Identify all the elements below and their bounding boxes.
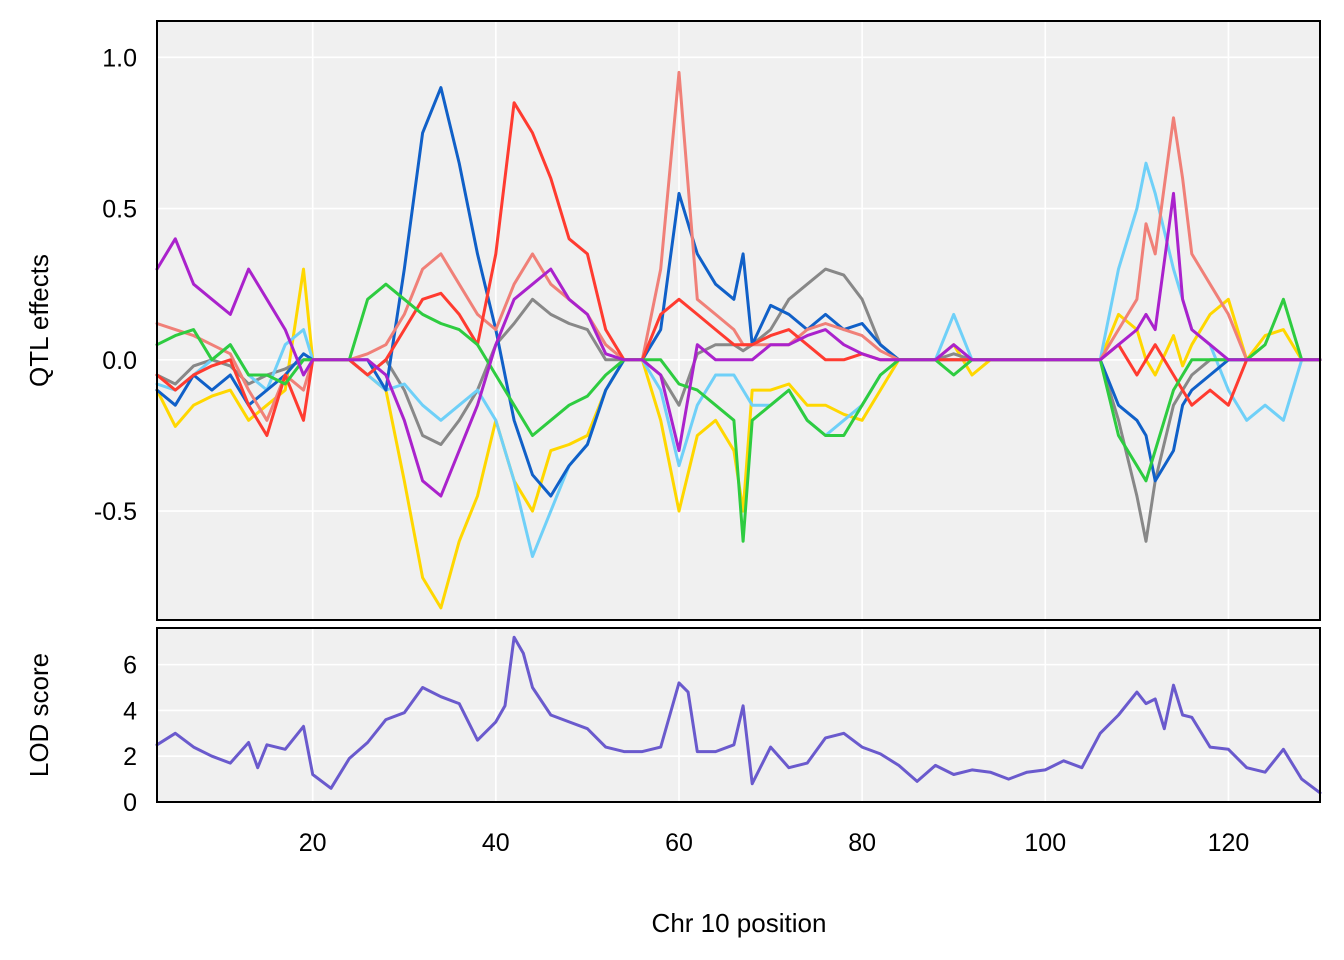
x-tick-label: 60 [665,829,693,857]
x-tick-label: 40 [482,829,510,857]
lod-plot-frame [156,627,1321,803]
y-tick-label: 4 [123,697,137,725]
effects-y-axis-title: QTL effects [24,254,54,387]
effect-series-line-7 [155,282,1322,543]
effects-plot-background [157,21,1320,620]
x-tick-label: 100 [1024,829,1066,857]
x-axis-title: Chr 10 position [652,908,827,938]
y-tick-label: 0.0 [102,347,137,375]
lod-score-line-1 [155,635,1322,795]
qtl-effects-panel: -0.5 0.0 0.5 1.0 QTL effects [24,20,1322,621]
effects-gridlines [157,21,1320,620]
effect-series-line-6 [155,101,1322,437]
effects-y-tick-labels: -0.5 0.0 0.5 1.0 [94,44,137,526]
lod-y-tick-labels: 0 2 4 6 [123,652,137,817]
x-tick-label: 120 [1208,829,1250,857]
lod-plot-background [157,628,1320,802]
lod-score-panel: 0 2 4 6 20 40 60 80 100 120 LOD score Chr 10 pos… [24,627,1322,938]
y-tick-label: 1.0 [102,44,137,72]
lod-series-group [155,635,1322,795]
x-tick-label: 80 [848,829,876,857]
effect-series-line-8 [155,191,1322,498]
effects-plot-frame [156,20,1321,621]
lod-y-axis-title: LOD score [24,653,54,777]
y-tick-label: 0.5 [102,196,137,224]
x-tick-label: 20 [299,829,327,857]
y-tick-label: -0.5 [94,498,137,526]
y-tick-label: 2 [123,743,137,771]
effects-series-group [155,70,1322,610]
x-tick-labels: 20 40 60 80 100 120 [299,829,1250,857]
y-tick-label: 6 [123,652,137,680]
y-tick-label: 0 [123,789,137,817]
